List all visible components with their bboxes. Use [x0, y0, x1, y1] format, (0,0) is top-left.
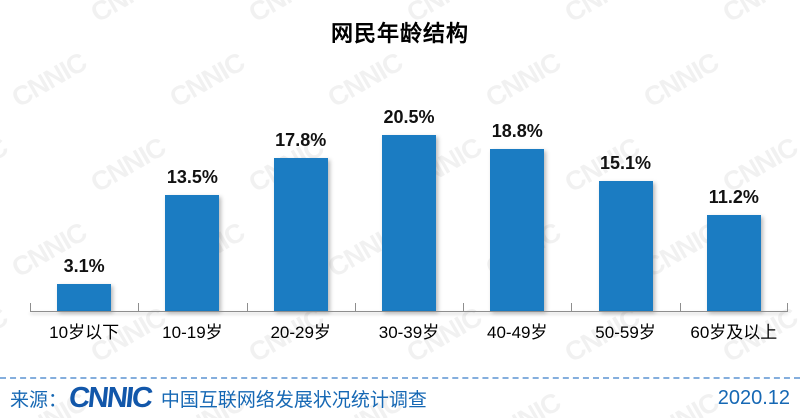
footer: 来源： CNNIC 中国互联网络发展状况统计调查 2020.12 [0, 377, 800, 418]
footer-source: 来源： CNNIC 中国互联网络发展状况统计调查 [10, 382, 427, 414]
x-axis-tick [463, 303, 465, 311]
x-axis-tick [138, 303, 140, 311]
x-axis-labels: 10岁以下 10-19岁 20-29岁 30-39岁 40-49岁 50-59岁 60岁及以… [30, 318, 788, 343]
bar-group: 15.1% [571, 153, 679, 311]
bar-group: 11.2% [680, 187, 788, 311]
cnnic-watermark: CNNIC [0, 131, 13, 199]
bar-group: 18.8% [463, 121, 571, 311]
bar [490, 149, 545, 311]
cnnic-logo: CNNIC [67, 382, 153, 414]
x-axis-label: 30-39岁 [378, 323, 440, 342]
bar-group: 17.8% [247, 130, 355, 311]
report-date: 2020.12 [717, 387, 790, 409]
bar-value-label: 3.1% [63, 256, 105, 277]
cnnic-watermark: CNNIC [796, 216, 800, 284]
bar-value-label: 18.8% [491, 121, 543, 142]
bar [706, 214, 761, 311]
bar [57, 284, 112, 311]
x-axis-tick [787, 303, 788, 311]
x-axis-label: 60岁及以上 [690, 323, 778, 342]
x-axis-label: 20-29岁 [270, 323, 331, 342]
plot-area: 3.1% 13.5% 17.8% 20.5% 18.8% 15.1% 11.2% [30, 60, 788, 312]
cnnic-watermark: CNNIC [796, 46, 800, 114]
chart-title: 网民年龄结构 [330, 21, 469, 46]
bar-value-label: 13.5% [166, 166, 218, 187]
x-axis-tick [571, 303, 573, 311]
bar-group: 3.1% [30, 256, 138, 311]
bar-group: 13.5% [138, 167, 246, 311]
bar [273, 157, 328, 311]
x-axis-label: 10-19岁 [162, 323, 223, 342]
x-axis-label: 10岁以下 [49, 323, 120, 342]
bars-container: 3.1% 13.5% 17.8% 20.5% 18.8% 15.1% 11.2% [30, 60, 788, 311]
cnnic-watermark: CNNIC [0, 301, 13, 369]
x-axis-tick [30, 303, 31, 311]
bar-value-label: 15.1% [600, 153, 652, 174]
bar [598, 181, 653, 311]
source-label: 来源： [10, 390, 68, 411]
bar [381, 134, 436, 311]
bar [165, 194, 220, 311]
x-axis-tick [679, 303, 681, 311]
bar-group: 20.5% [355, 107, 463, 311]
x-axis-label: 50-59岁 [595, 323, 656, 342]
bar-value-label: 11.2% [708, 186, 759, 207]
survey-name: 中国互联网络发展状况统计调查 [160, 390, 427, 411]
bar-value-label: 20.5% [383, 106, 435, 127]
x-axis-tick [246, 303, 248, 311]
x-axis-line [30, 311, 788, 312]
bar-value-label: 17.8% [275, 129, 327, 150]
x-axis-tick [354, 303, 356, 311]
x-axis-label: 40-49岁 [487, 323, 548, 342]
